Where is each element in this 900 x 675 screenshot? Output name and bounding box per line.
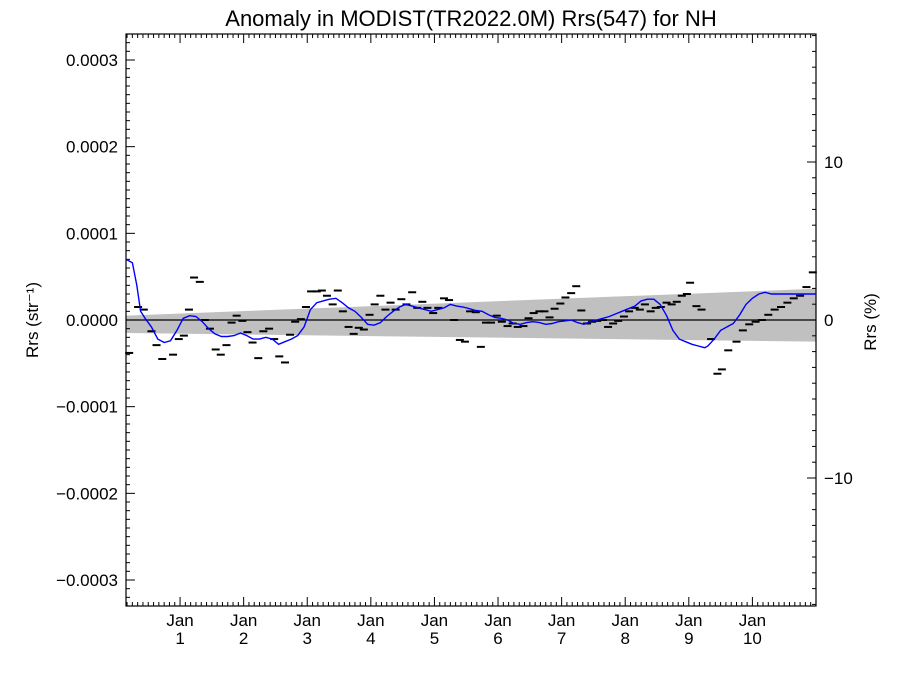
uncertainty-band xyxy=(126,288,816,342)
x-tick-label-month: Jan xyxy=(166,611,193,630)
x-tick-label-month: Jan xyxy=(421,611,448,630)
x-tick-label-month: Jan xyxy=(612,611,639,630)
x-tick-label-year: 10 xyxy=(743,629,762,648)
x-tick-label-month: Jan xyxy=(739,611,766,630)
right-tick-label: 0 xyxy=(824,311,833,330)
x-tick-label-month: Jan xyxy=(548,611,575,630)
left-tick-label: 0.0000 xyxy=(66,311,118,330)
x-tick-label-month: Jan xyxy=(675,611,702,630)
y-axis-label-left: Rrs (str⁻¹) xyxy=(23,282,42,358)
left-tick-label: 0.0003 xyxy=(66,51,118,70)
x-tick-label-month: Jan xyxy=(484,611,511,630)
x-tick-label-year: 9 xyxy=(684,629,693,648)
left-tick-label: −0.0003 xyxy=(56,571,118,590)
left-tick-label: −0.0001 xyxy=(56,398,118,417)
right-tick-label: −10 xyxy=(824,469,853,488)
y-axis-label-right: Rrs (%) xyxy=(861,293,880,351)
x-tick-label-year: 8 xyxy=(620,629,629,648)
x-tick-label-month: Jan xyxy=(294,611,321,630)
smoothed-line xyxy=(125,258,816,349)
x-tick-label-year: 3 xyxy=(303,629,312,648)
x-tick-label-year: 4 xyxy=(366,629,375,648)
x-tick-label-month: Jan xyxy=(230,611,257,630)
x-tick-label-year: 1 xyxy=(175,629,184,648)
x-tick-label-year: 5 xyxy=(430,629,439,648)
left-tick-label: 0.0001 xyxy=(66,224,118,243)
chart-title: Anomaly in MODIST(TR2022.0M) Rrs(547) fo… xyxy=(225,6,716,31)
x-tick-label-year: 2 xyxy=(239,629,248,648)
plot-area: 0.0003 0.0002 0.0001 0.0000 −0.0001 −0.0002 −0… xyxy=(56,33,853,648)
right-tick-label: 10 xyxy=(824,153,843,172)
left-tick-label: 0.0002 xyxy=(66,138,118,157)
left-tick-label: −0.0002 xyxy=(56,484,118,503)
x-tick-label-year: 6 xyxy=(493,629,502,648)
x-tick-label-year: 7 xyxy=(557,629,566,648)
x-tick-label-month: Jan xyxy=(357,611,384,630)
